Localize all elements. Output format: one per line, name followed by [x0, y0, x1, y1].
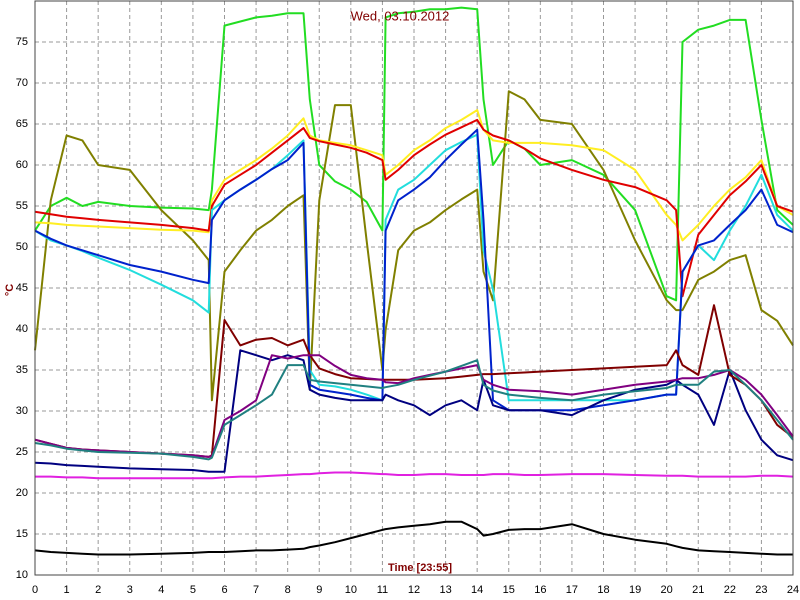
y-tick-label: 40	[16, 323, 28, 335]
series-line	[34, 6, 794, 302]
y-tick-label: 60	[16, 159, 28, 171]
x-tick-label: 14	[471, 584, 483, 596]
x-tick-label: 18	[597, 584, 609, 596]
x-tick-label: 2	[95, 584, 101, 596]
y-tick-label: 10	[16, 569, 28, 581]
y-tick-label: 20	[16, 487, 28, 499]
series-line	[34, 118, 794, 298]
x-tick-label: 8	[285, 584, 291, 596]
series-line	[34, 520, 793, 556]
x-tick-label: 13	[439, 584, 451, 596]
x-tick-label: 16	[534, 584, 546, 596]
chart-title: Wed, 03.10.2012	[351, 8, 450, 23]
series-line	[34, 349, 794, 473]
x-tick-label: 21	[692, 584, 704, 596]
x-tick-label: 4	[158, 584, 164, 596]
series-line	[34, 359, 794, 461]
x-tick-label: 12	[408, 584, 420, 596]
x-axis-label: Time [23:55]	[388, 562, 452, 574]
series-line	[35, 471, 794, 480]
x-tick-label: 24	[787, 584, 799, 596]
y-tick-label: 35	[16, 364, 28, 376]
grid	[34, 1, 794, 576]
y-axis-label: °C	[4, 284, 16, 296]
x-tick-label: 1	[64, 584, 70, 596]
series-line	[34, 354, 794, 458]
y-tick-label: 75	[16, 36, 28, 48]
x-tick-label: 19	[629, 584, 641, 596]
x-tick-label: 20	[661, 584, 673, 596]
x-tick-label: 11	[377, 584, 388, 596]
y-tick-label: 45	[16, 282, 28, 294]
y-tick-label: 15	[16, 528, 28, 540]
x-tick-label: 23	[755, 584, 767, 596]
x-tick-label: 22	[724, 584, 736, 596]
y-tick-label: 70	[16, 77, 28, 89]
x-tick-label: 10	[345, 584, 357, 596]
x-tick-label: 7	[253, 584, 259, 596]
plot-lines	[34, 6, 794, 556]
y-tick-label: 55	[16, 200, 28, 212]
x-tick-label: 9	[316, 584, 322, 596]
x-tick-label: 0	[32, 584, 38, 596]
y-tick-label: 25	[16, 446, 28, 458]
y-tick-label: 50	[16, 241, 28, 253]
y-tick-label: 30	[16, 405, 28, 417]
x-tick-label: 3	[127, 584, 133, 596]
x-tick-label: 15	[503, 584, 515, 596]
y-tick-label: 65	[16, 118, 28, 130]
x-tick-label: 17	[566, 584, 578, 596]
series-line	[34, 90, 794, 402]
x-tick-label: 6	[221, 584, 227, 596]
x-tick-label: 5	[190, 584, 196, 596]
plot-frame	[34, 0, 794, 576]
